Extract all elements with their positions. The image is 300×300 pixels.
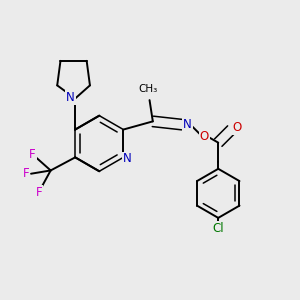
Text: Cl: Cl: [212, 222, 224, 235]
Text: F: F: [36, 186, 43, 199]
Text: O: O: [200, 130, 209, 142]
Text: F: F: [29, 148, 36, 161]
Text: N: N: [183, 118, 192, 131]
Text: O: O: [232, 122, 241, 134]
Text: N: N: [123, 152, 132, 166]
Text: N: N: [66, 91, 75, 104]
Text: F: F: [23, 167, 29, 180]
Text: CH₃: CH₃: [138, 84, 158, 94]
